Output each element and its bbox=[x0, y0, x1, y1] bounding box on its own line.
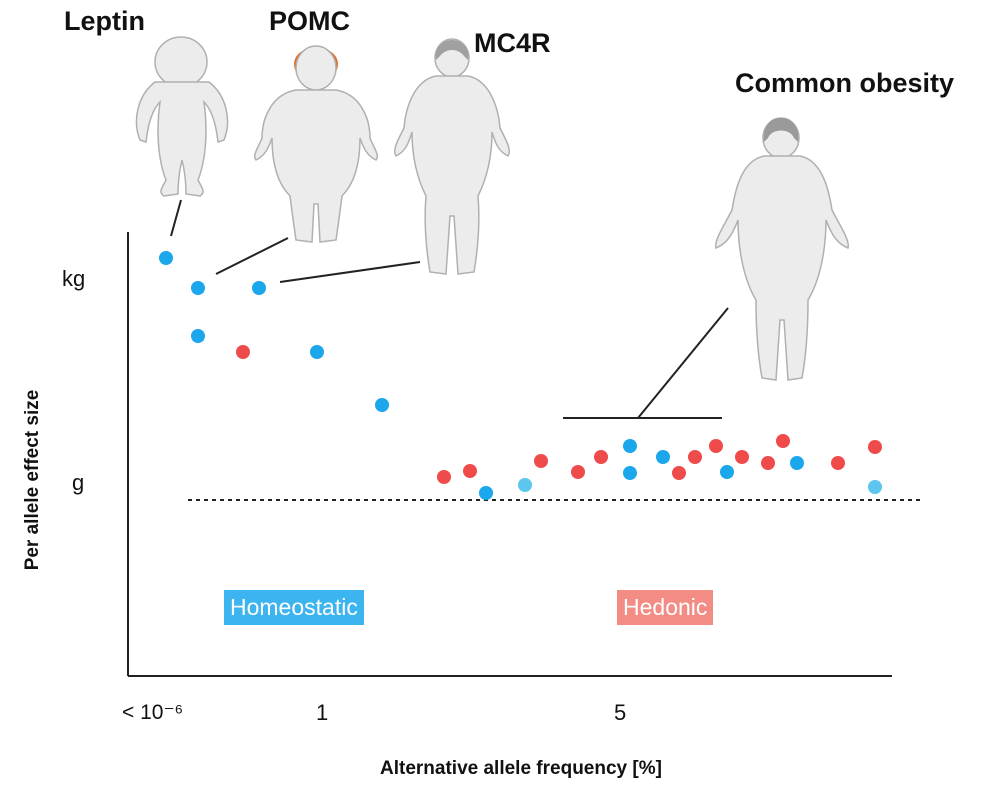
hedonic-point bbox=[463, 464, 477, 478]
homeostatic-point bbox=[868, 480, 882, 494]
homeostatic-point bbox=[159, 251, 173, 265]
hedonic-point bbox=[437, 470, 451, 484]
x-tick-min: < 10⁻⁶ bbox=[122, 701, 184, 724]
hedonic-point bbox=[236, 345, 250, 359]
y-tick-kg: kg bbox=[62, 266, 86, 291]
homeostatic-point bbox=[623, 439, 637, 453]
hedonic-point bbox=[594, 450, 608, 464]
homeostatic-point bbox=[623, 466, 637, 480]
x-tick-1: 1 bbox=[316, 700, 329, 725]
homeostatic-point bbox=[191, 281, 205, 295]
homeostatic-point bbox=[479, 486, 493, 500]
y-tick-g: g bbox=[72, 470, 85, 495]
leptin-connector-line bbox=[170, 199, 182, 237]
hedonic-point bbox=[868, 440, 882, 454]
x-axis-title: Alternative allele frequency [%] bbox=[380, 758, 662, 779]
homeostatic-point bbox=[720, 465, 734, 479]
pomc-title: POMC bbox=[269, 6, 350, 36]
hedonic-point bbox=[831, 456, 845, 470]
pomc-connector-line bbox=[215, 237, 289, 275]
homeostatic-tag: Homeostatic bbox=[224, 590, 364, 625]
hedonic-point bbox=[672, 466, 686, 480]
homeostatic-point bbox=[252, 281, 266, 295]
mc4r-figure bbox=[393, 38, 511, 275]
pomc-figure bbox=[253, 45, 379, 243]
homeostatic-point bbox=[191, 329, 205, 343]
x-tick-5: 5 bbox=[614, 700, 627, 725]
points-layer bbox=[159, 251, 882, 500]
common-obesity-figure bbox=[715, 117, 849, 381]
homeostatic-point bbox=[790, 456, 804, 470]
hedonic-point bbox=[709, 439, 723, 453]
hedonic-point bbox=[735, 450, 749, 464]
common-obesity-title: Common obesity bbox=[735, 68, 955, 98]
homeostatic-point bbox=[518, 478, 532, 492]
hedonic-point bbox=[688, 450, 702, 464]
hedonic-point bbox=[571, 465, 585, 479]
mc4r-title: MC4R bbox=[474, 28, 551, 58]
y-axis-title: Per allele effect size bbox=[22, 389, 43, 571]
homeostatic-point bbox=[375, 398, 389, 412]
hedonic-point bbox=[761, 456, 775, 470]
common-connector-line bbox=[637, 307, 729, 419]
hedonic-point bbox=[776, 434, 790, 448]
homeostatic-point bbox=[310, 345, 324, 359]
hedonic-tag: Hedonic bbox=[617, 590, 714, 625]
homeostatic-point bbox=[656, 450, 670, 464]
leptin-title: Leptin bbox=[64, 6, 145, 36]
leptin-infant-figure bbox=[135, 36, 229, 197]
mc4r-connector-line bbox=[279, 261, 421, 283]
hedonic-point bbox=[534, 454, 548, 468]
